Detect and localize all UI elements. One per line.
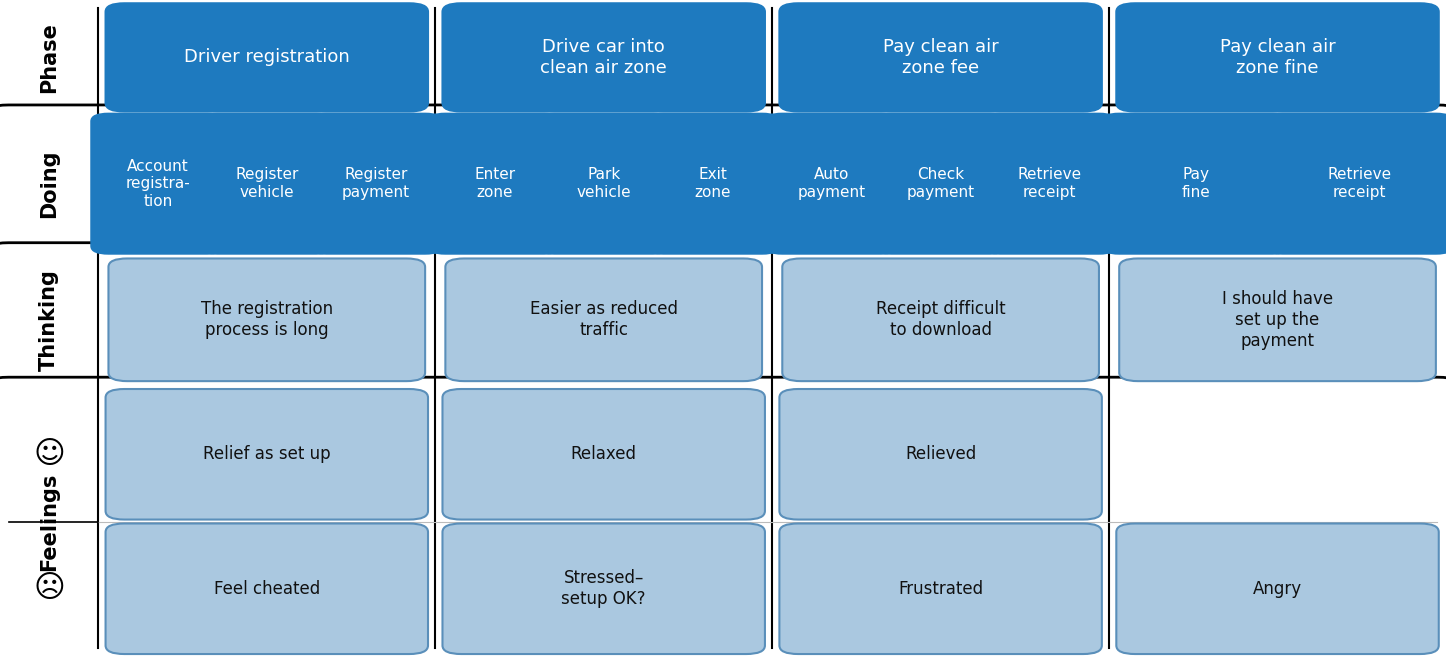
Text: Relaxed: Relaxed — [571, 445, 636, 463]
FancyBboxPatch shape — [1116, 523, 1439, 654]
Text: Pay clean air
zone fee: Pay clean air zone fee — [882, 38, 999, 77]
FancyBboxPatch shape — [309, 113, 442, 254]
FancyBboxPatch shape — [91, 113, 224, 254]
Text: Retrieve
receipt: Retrieve receipt — [1018, 167, 1082, 200]
FancyBboxPatch shape — [428, 113, 561, 254]
Text: Relief as set up: Relief as set up — [202, 445, 331, 463]
FancyBboxPatch shape — [0, 105, 1446, 262]
Text: Thinking: Thinking — [39, 269, 59, 371]
Text: Auto
payment: Auto payment — [798, 167, 866, 200]
Text: Angry: Angry — [1254, 580, 1301, 598]
Text: Check
payment: Check payment — [907, 167, 975, 200]
FancyBboxPatch shape — [1116, 3, 1439, 112]
Text: Phase: Phase — [39, 22, 59, 93]
Text: Drive car into
clean air zone: Drive car into clean air zone — [541, 38, 667, 77]
FancyBboxPatch shape — [0, 0, 1446, 125]
Text: Pay
fine: Pay fine — [1181, 167, 1210, 200]
FancyBboxPatch shape — [442, 523, 765, 654]
Text: Park
vehicle: Park vehicle — [577, 167, 630, 200]
FancyBboxPatch shape — [779, 523, 1102, 654]
Text: Retrieve
receipt: Retrieve receipt — [1327, 167, 1391, 200]
FancyBboxPatch shape — [873, 113, 1008, 254]
FancyBboxPatch shape — [106, 389, 428, 520]
FancyBboxPatch shape — [442, 389, 765, 520]
Text: ☺: ☺ — [33, 440, 65, 469]
Text: Driver registration: Driver registration — [184, 49, 350, 66]
FancyBboxPatch shape — [1265, 113, 1446, 254]
Text: Register
vehicle: Register vehicle — [236, 167, 298, 200]
Text: Feel cheated: Feel cheated — [214, 580, 320, 598]
FancyBboxPatch shape — [442, 3, 765, 112]
FancyBboxPatch shape — [646, 113, 779, 254]
Text: Pay clean air
zone fine: Pay clean air zone fine — [1219, 38, 1336, 77]
Text: Feelings: Feelings — [39, 472, 59, 571]
FancyBboxPatch shape — [983, 113, 1116, 254]
Text: Stressed–
setup OK?: Stressed– setup OK? — [561, 569, 646, 608]
FancyBboxPatch shape — [0, 377, 1446, 656]
FancyBboxPatch shape — [1119, 258, 1436, 381]
FancyBboxPatch shape — [0, 243, 1446, 397]
FancyBboxPatch shape — [200, 113, 334, 254]
Text: The registration
process is long: The registration process is long — [201, 300, 333, 339]
FancyBboxPatch shape — [1102, 113, 1290, 254]
Text: Doing: Doing — [39, 150, 59, 218]
Text: Easier as reduced
traffic: Easier as reduced traffic — [529, 300, 678, 339]
Text: Receipt difficult
to download: Receipt difficult to download — [876, 300, 1005, 339]
Text: I should have
set up the
payment: I should have set up the payment — [1222, 290, 1333, 350]
FancyBboxPatch shape — [779, 3, 1102, 112]
Text: Exit
zone: Exit zone — [694, 167, 730, 200]
Text: Account
registra-
tion: Account registra- tion — [126, 159, 191, 209]
Text: Register
payment: Register payment — [341, 167, 409, 200]
Text: Enter
zone: Enter zone — [474, 167, 515, 200]
Text: ☹: ☹ — [33, 574, 65, 604]
Text: Frustrated: Frustrated — [898, 580, 983, 598]
FancyBboxPatch shape — [779, 389, 1102, 520]
FancyBboxPatch shape — [536, 113, 671, 254]
FancyBboxPatch shape — [106, 523, 428, 654]
FancyBboxPatch shape — [108, 258, 425, 381]
FancyBboxPatch shape — [445, 258, 762, 381]
FancyBboxPatch shape — [106, 3, 428, 112]
Text: Relieved: Relieved — [905, 445, 976, 463]
FancyBboxPatch shape — [782, 258, 1099, 381]
FancyBboxPatch shape — [765, 113, 898, 254]
